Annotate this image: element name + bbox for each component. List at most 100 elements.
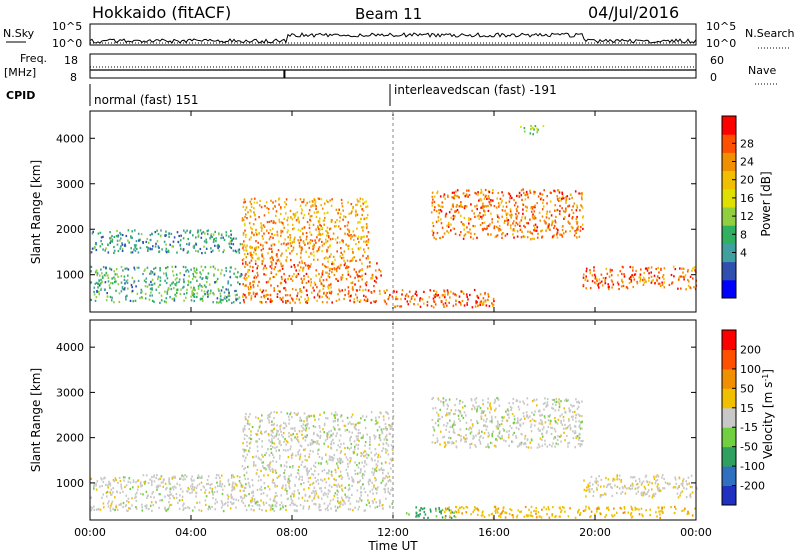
velocity-echo-cell	[345, 456, 348, 459]
power-echo-cell	[569, 230, 571, 233]
power-colorbar-label: 4	[740, 247, 747, 260]
velocity-echo-cell	[574, 516, 577, 519]
velocity-echo-cell	[354, 424, 356, 427]
velocity-echo-cell	[657, 506, 660, 509]
power-echo-cell	[264, 241, 267, 244]
power-echo-cell	[244, 224, 246, 227]
velocity-echo-cell	[312, 433, 315, 436]
velocity-echo-cell	[385, 434, 388, 437]
velocity-echo-cell	[606, 485, 608, 488]
power-echo-cell	[325, 271, 327, 274]
power-echo-cell	[530, 238, 532, 241]
velocity-echo-cell	[458, 511, 460, 514]
velocity-echo-cell	[445, 428, 447, 431]
velocity-echo-cell	[129, 481, 132, 484]
power-echo-cell	[351, 248, 354, 251]
power-echo-cell	[163, 272, 165, 275]
power-echo-cell	[296, 294, 298, 297]
velocity-echo-cell	[384, 447, 387, 451]
power-echo-cell	[366, 298, 369, 301]
power-echo-cell	[97, 286, 99, 289]
velocity-echo-cell	[627, 511, 630, 514]
power-echo-cell	[249, 209, 251, 212]
power-echo-cell	[495, 206, 498, 209]
power-echo-cell	[475, 302, 477, 305]
power-echo-cell	[283, 226, 285, 229]
velocity-echo-cell	[325, 493, 327, 496]
power-echo-cell	[581, 192, 583, 195]
velocity-echo-cell	[156, 474, 158, 477]
power-echo-cell	[275, 273, 278, 276]
velocity-echo-cell	[329, 499, 332, 502]
power-echo-cell	[258, 258, 260, 261]
power-echo-cell	[218, 301, 220, 304]
power-echo-cell	[201, 285, 204, 288]
velocity-echo-cell	[601, 493, 603, 497]
power-echo-cell	[164, 234, 167, 237]
power-echo-cell	[109, 241, 111, 245]
velocity-echo-cell	[245, 509, 248, 512]
power-echo-cell	[163, 300, 166, 303]
power-echo-cell	[579, 229, 582, 232]
velocity-echo-cell	[322, 428, 324, 431]
power-echo-cell	[533, 237, 535, 240]
velocity-echo-cell	[476, 410, 478, 413]
velocity-echo-cell	[487, 401, 489, 404]
velocity-echo-cell	[315, 480, 317, 483]
power-echo-cell	[332, 237, 334, 240]
power-echo-cell	[278, 240, 280, 243]
power-echo-cell	[214, 281, 216, 284]
velocity-echo-cell	[244, 486, 247, 489]
velocity-echo-cell	[144, 480, 147, 483]
velocity-echo-cell	[390, 467, 392, 470]
velocity-echo-cell	[339, 462, 342, 465]
velocity-echo-cell	[321, 470, 324, 473]
power-echo-cell	[551, 222, 553, 225]
power-echo-cell	[110, 299, 113, 302]
power-echo-cell	[225, 269, 228, 273]
power-echo-cell	[249, 292, 251, 295]
velocity-echo-cell	[334, 505, 337, 508]
velocity-echo-cell	[677, 496, 680, 499]
power-colorbar-frame	[721, 115, 737, 299]
velocity-echo-cell	[156, 488, 158, 491]
power-echo-cell	[447, 291, 449, 294]
power-echo-cell	[359, 258, 361, 261]
power-echo-cell	[323, 202, 326, 205]
power-echo-cell	[215, 237, 217, 240]
power-echo-cell	[534, 125, 537, 128]
velocity-echo-cell	[222, 510, 225, 513]
velocity-echo-cell	[475, 445, 477, 448]
velocity-echo-cell	[280, 430, 282, 433]
velocity-echo-cell	[547, 425, 550, 428]
power-echo-cell	[474, 215, 476, 218]
power-echo-cell	[291, 250, 293, 253]
power-echo-cell	[463, 216, 466, 219]
power-echo-cell	[693, 266, 696, 269]
velocity-echo-cell	[486, 417, 488, 421]
velocity-echo-cell	[308, 505, 311, 508]
power-echo-cell	[326, 226, 329, 229]
velocity-echo-cell	[567, 425, 570, 428]
power-echo-cell	[318, 239, 320, 242]
velocity-echo-cell	[635, 492, 638, 495]
velocity-echo-cell	[519, 511, 521, 514]
velocity-echo-cell	[293, 493, 295, 496]
velocity-echo-cell	[374, 435, 377, 438]
power-echo-cell	[679, 275, 681, 278]
velocity-echo-cell	[151, 479, 153, 482]
velocity-echo-cell	[541, 432, 543, 435]
velocity-echo-cell	[328, 484, 331, 487]
velocity-echo-cell	[375, 452, 378, 455]
velocity-echo-cell	[388, 462, 391, 465]
velocity-echo-cell	[299, 503, 302, 507]
power-echo-cell	[531, 232, 534, 235]
power-echo-cell	[480, 217, 483, 220]
velocity-echo-cell	[551, 398, 554, 401]
power-echo-cell	[497, 227, 500, 230]
power-echo-cell	[100, 268, 102, 271]
velocity-echo-cell	[257, 417, 260, 420]
power-echo-cell	[360, 226, 363, 229]
power-echo-cell	[477, 296, 480, 299]
velocity-echo-cell	[107, 502, 109, 505]
